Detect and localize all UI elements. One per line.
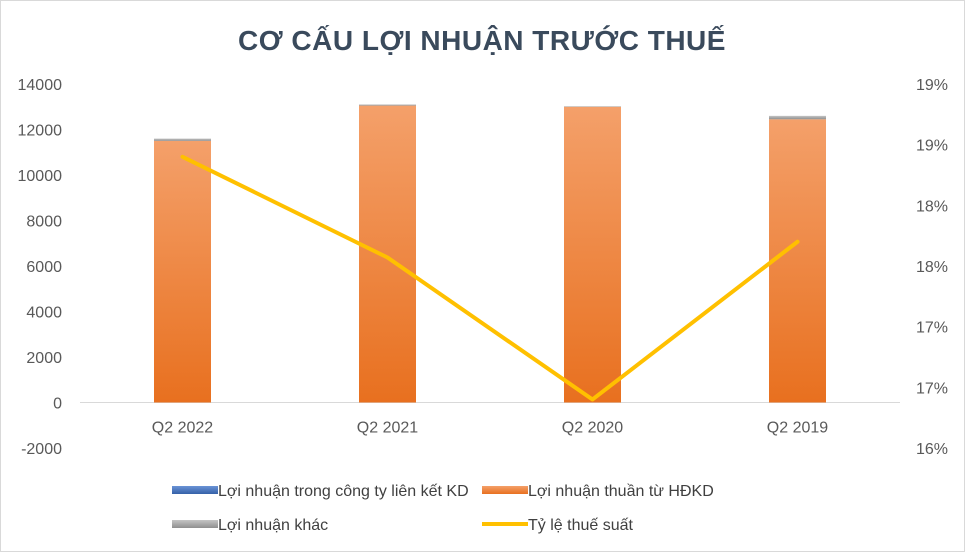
right-axis: 16% 17% 17% 18% 18% 19% 19%	[916, 77, 948, 458]
right-axis-tick-label: 17%	[916, 380, 948, 397]
left-axis-tick-label: 2000	[26, 350, 62, 367]
bar-segment	[564, 106, 621, 403]
legend-label: Tỷ lệ thuế suất	[528, 517, 634, 534]
right-axis-tick-label: 17%	[916, 320, 948, 337]
chart-title: CƠ CẤU LỢI NHUẬN TRƯỚC THUẾ	[238, 25, 726, 56]
legend-swatch	[482, 486, 528, 494]
legend-label: Lợi nhuận thuần từ HĐKD	[528, 483, 714, 500]
left-axis-tick-label: 8000	[26, 214, 62, 231]
bar-segment	[564, 106, 621, 107]
left-axis-tick-label: 6000	[26, 259, 62, 276]
left-axis-tick-label: 0	[53, 396, 62, 413]
category-label: Q2 2021	[357, 420, 418, 437]
right-axis-tick-label: 18%	[916, 198, 948, 215]
right-axis-tick-label: 16%	[916, 441, 948, 458]
legend-label: Lợi nhuận khác	[218, 517, 328, 534]
bars	[154, 104, 826, 403]
bar-segment	[154, 140, 211, 403]
left-axis-tick-label: -2000	[21, 441, 62, 458]
category-label: Q2 2020	[562, 420, 623, 437]
legend-swatch	[172, 520, 218, 528]
bar-segment	[359, 105, 416, 403]
left-axis-tick-label: 14000	[18, 77, 63, 94]
legend-swatch	[172, 486, 218, 494]
tax-rate-line	[180, 154, 800, 402]
right-axis-tick-label: 19%	[916, 138, 948, 155]
right-axis-tick-label: 19%	[916, 77, 948, 94]
category-label: Q2 2022	[152, 420, 213, 437]
left-axis-tick-label: 12000	[18, 123, 63, 140]
bar-segment	[359, 104, 416, 106]
tax-rate-line-layer	[180, 154, 800, 402]
x-axis: Q2 2022 Q2 2021 Q2 2020 Q2 2019	[152, 420, 828, 437]
left-axis-tick-label: 4000	[26, 305, 62, 322]
bar-segment	[769, 119, 826, 403]
legend: Lợi nhuận trong công ty liên kết KD Lợi n…	[172, 483, 714, 534]
right-axis-tick-label: 18%	[916, 259, 948, 276]
left-axis-tick-label: 10000	[18, 168, 63, 185]
bar-segment	[154, 138, 211, 141]
bar-segment	[769, 115, 826, 120]
category-label: Q2 2019	[767, 420, 828, 437]
left-axis: -2000 0 2000 4000 6000 8000 10000 12000 14000	[18, 77, 63, 458]
legend-label: Lợi nhuận trong công ty liên kết KD	[218, 483, 469, 500]
